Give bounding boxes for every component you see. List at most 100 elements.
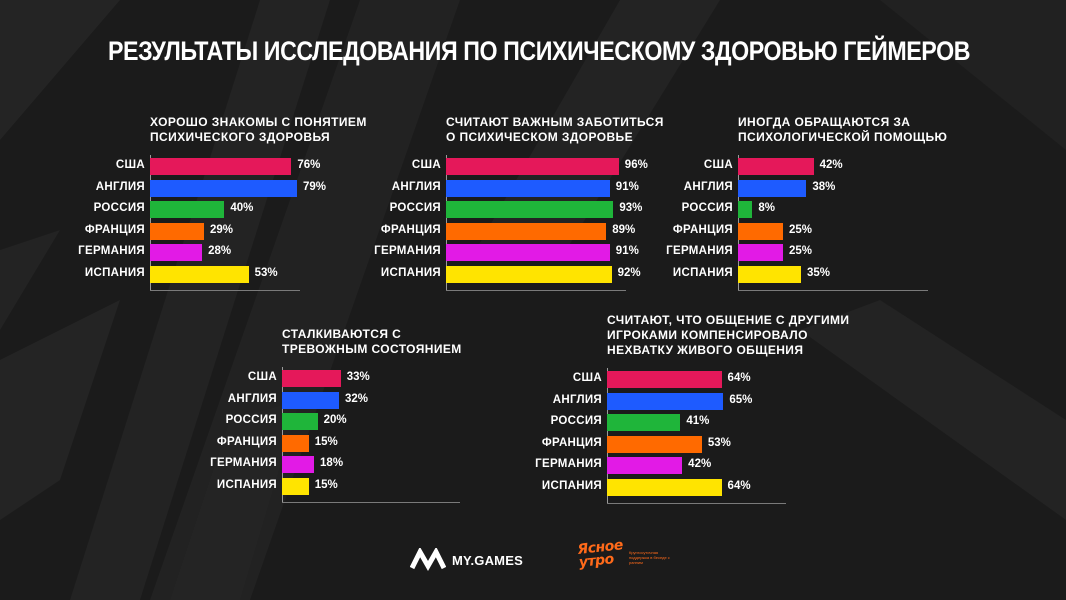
bar bbox=[282, 413, 318, 430]
bar bbox=[446, 158, 619, 175]
category-label: ГЕРМАНИЯ bbox=[666, 245, 733, 257]
bar bbox=[150, 265, 249, 283]
bar bbox=[738, 201, 753, 218]
bar bbox=[738, 265, 801, 283]
data-label: 42% bbox=[688, 458, 712, 470]
chart-title: СТАЛКИВАЮТСЯ С ТРЕВОЖНЫМ СОСТОЯНИЕМ bbox=[282, 327, 462, 356]
chart-title: ИНОГДА ОБРАЩАЮТСЯ ЗА ПСИХОЛОГИЧЕСКОЙ ПОМ… bbox=[738, 115, 948, 144]
bar bbox=[282, 477, 309, 495]
bar bbox=[607, 435, 702, 453]
bar bbox=[607, 371, 722, 388]
chart-baseline bbox=[738, 290, 928, 291]
bar bbox=[150, 222, 204, 240]
bar bbox=[607, 478, 722, 496]
bar bbox=[282, 391, 339, 409]
category-label: АНГЛИЯ bbox=[95, 180, 145, 193]
data-label: 91% bbox=[615, 245, 639, 257]
data-label: 53% bbox=[254, 266, 278, 279]
category-label: РОССИЯ bbox=[550, 415, 602, 427]
category-label: ГЕРМАНИЯ bbox=[78, 245, 145, 257]
data-label: 42% bbox=[819, 159, 843, 171]
data-label: 33% bbox=[346, 371, 370, 383]
data-label: 25% bbox=[789, 223, 813, 236]
data-label: 91% bbox=[615, 180, 639, 193]
data-label: 38% bbox=[812, 180, 836, 193]
page-title: РЕЗУЛЬТАТЫ ИССЛЕДОВАНИЯ ПО ПСИХИЧЕСКОМУ … bbox=[108, 36, 971, 66]
data-label: 65% bbox=[729, 393, 753, 406]
data-label: 64% bbox=[727, 372, 751, 384]
bar bbox=[446, 265, 612, 283]
bar bbox=[446, 201, 614, 218]
category-label: АНГЛИЯ bbox=[391, 180, 441, 193]
category-label: ИСПАНИЯ bbox=[380, 266, 441, 279]
bar bbox=[738, 222, 783, 240]
category-label: ИСПАНИЯ bbox=[216, 478, 277, 491]
my-games-logo-icon bbox=[410, 548, 446, 572]
data-label: 25% bbox=[789, 245, 813, 257]
bar bbox=[607, 457, 683, 474]
data-label: 40% bbox=[230, 202, 254, 214]
data-label: 96% bbox=[624, 159, 648, 171]
category-label: РОССИЯ bbox=[225, 414, 277, 426]
category-label: США bbox=[247, 371, 277, 383]
category-label: ГЕРМАНИЯ bbox=[535, 458, 602, 470]
chart-title: СЧИТАЮТ ВАЖНЫМ ЗАБОТИТЬСЯ О ПСИХИЧЕСКОМ … bbox=[446, 115, 664, 144]
data-label: 41% bbox=[686, 415, 710, 427]
bar bbox=[738, 179, 807, 197]
category-label: АНГЛИЯ bbox=[227, 392, 277, 405]
data-label: 20% bbox=[323, 414, 347, 426]
bar bbox=[150, 244, 203, 261]
category-label: США bbox=[703, 159, 733, 171]
data-label: 89% bbox=[612, 223, 636, 236]
chart-baseline bbox=[446, 290, 626, 291]
my-games-logo-text: MY.GAMES bbox=[452, 552, 523, 568]
category-label: ФРАНЦИЯ bbox=[84, 223, 145, 236]
category-label: ФРАНЦИЯ bbox=[380, 223, 441, 236]
bar bbox=[446, 222, 607, 240]
chart-title: ХОРОШО ЗНАКОМЫ С ПОНЯТИЕМ ПСИХИЧЕСКОГО З… bbox=[150, 115, 367, 144]
yasnoe-utro-logo-text: Ясное утро bbox=[576, 537, 624, 571]
category-label: ИСПАНИЯ bbox=[541, 479, 602, 492]
chart-baseline bbox=[282, 502, 460, 503]
chart-title: СЧИТАЮТ, ЧТО ОБЩЕНИЕ С ДРУГИМИ ИГРОКАМИ … bbox=[607, 313, 850, 357]
category-label: РОССИЯ bbox=[681, 202, 733, 214]
category-label: ИСПАНИЯ bbox=[84, 266, 145, 279]
data-label: 15% bbox=[314, 478, 338, 491]
data-label: 64% bbox=[727, 479, 751, 492]
category-label: США bbox=[115, 159, 145, 171]
category-label: США bbox=[572, 372, 602, 384]
category-label: АНГЛИЯ bbox=[552, 393, 602, 406]
yasnoe-utro-logo: Ясное утро Круглосуточная поддержка в бе… bbox=[577, 537, 670, 571]
data-label: 35% bbox=[807, 266, 831, 279]
bar bbox=[150, 179, 297, 197]
bar bbox=[282, 370, 341, 387]
data-label: 92% bbox=[617, 266, 641, 279]
bar bbox=[446, 244, 610, 261]
bar bbox=[607, 414, 681, 431]
data-label: 15% bbox=[314, 435, 338, 448]
chart-baseline bbox=[607, 503, 786, 504]
category-label: РОССИЯ bbox=[389, 202, 441, 214]
data-label: 28% bbox=[208, 245, 232, 257]
category-label: РОССИЯ bbox=[93, 202, 145, 214]
bar bbox=[738, 244, 783, 261]
chart-baseline bbox=[150, 290, 300, 291]
bar bbox=[607, 392, 724, 410]
bar bbox=[446, 179, 610, 197]
data-label: 8% bbox=[758, 202, 776, 214]
category-label: ИСПАНИЯ bbox=[672, 266, 733, 279]
data-label: 32% bbox=[344, 392, 368, 405]
data-label: 18% bbox=[320, 457, 344, 469]
category-label: ФРАНЦИЯ bbox=[216, 435, 277, 448]
bar bbox=[738, 158, 814, 175]
data-label: 93% bbox=[619, 202, 643, 214]
yasnoe-utro-logo-note: Круглосуточная поддержка в беседе с ранн… bbox=[629, 550, 670, 565]
bar bbox=[150, 201, 225, 218]
category-label: ГЕРМАНИЯ bbox=[374, 245, 441, 257]
category-label: ФРАНЦИЯ bbox=[672, 223, 733, 236]
category-label: АНГЛИЯ bbox=[683, 180, 733, 193]
category-label: ФРАНЦИЯ bbox=[541, 436, 602, 449]
bar bbox=[150, 158, 292, 175]
data-label: 79% bbox=[302, 180, 326, 193]
